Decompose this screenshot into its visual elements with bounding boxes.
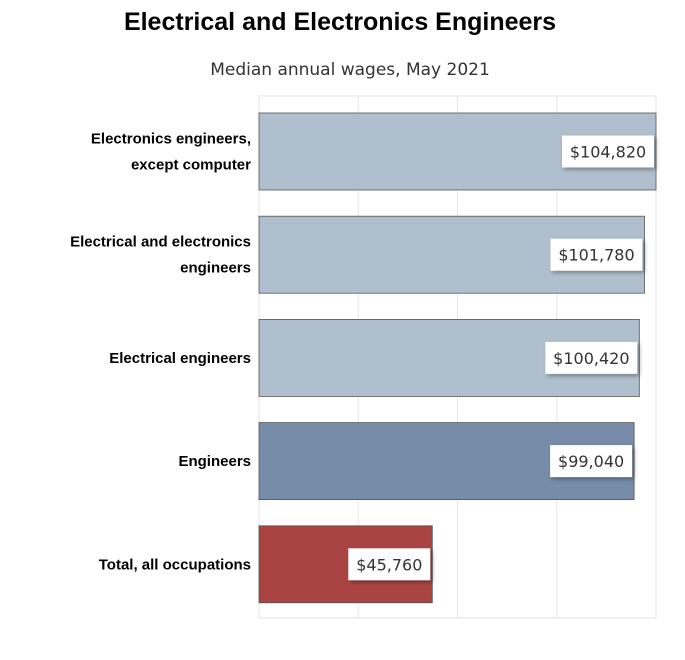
value-label: $45,760 [356, 555, 422, 574]
chart-title: Electrical and Electronics Engineers [123, 8, 557, 36]
category-label: Electrical and electronics engineers [70, 234, 251, 277]
value-label: $104,820 [570, 143, 646, 162]
value-label-box [550, 445, 633, 478]
value-label-box [545, 341, 638, 374]
category-label: Electrical engineers [109, 350, 251, 367]
category-label: Electronics engineers, except computer [91, 131, 251, 174]
value-label-box [562, 135, 654, 168]
chart-subtitle: Median annual wages, May 2021 [210, 60, 490, 80]
value-label-box [550, 238, 643, 271]
value-label-box [348, 548, 431, 581]
category-label-line: Electrical engineers [109, 350, 251, 367]
category-label-line: Engineers [178, 453, 251, 470]
value-label: $100,420 [553, 349, 629, 368]
category-label-line: engineers [180, 260, 251, 277]
category-label: Engineers [178, 453, 251, 470]
category-label-line: Total, all occupations [99, 556, 251, 573]
category-label-line: Electrical and electronics [70, 234, 251, 251]
value-label: $101,780 [558, 246, 634, 265]
category-label-line: Electronics engineers, [91, 131, 251, 148]
category-label-line: except computer [131, 157, 251, 174]
value-label: $99,040 [558, 452, 624, 471]
category-label: Total, all occupations [99, 556, 251, 573]
